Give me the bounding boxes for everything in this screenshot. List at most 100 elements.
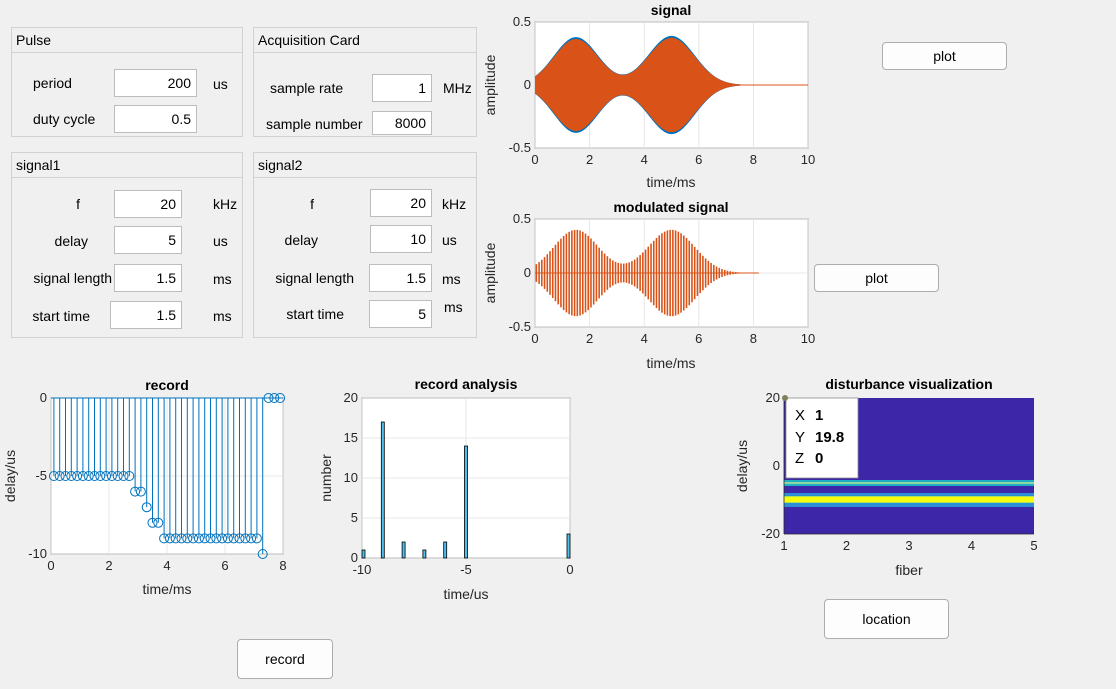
period-label: period xyxy=(33,75,72,91)
signal1-length-field[interactable] xyxy=(114,264,182,292)
modulated-xtick: 4 xyxy=(641,331,648,346)
disturbance-xtick: 3 xyxy=(905,538,912,553)
modulated-xtick: 10 xyxy=(801,331,815,346)
record-analysis-ytick: 15 xyxy=(344,430,358,445)
signal1-delay-field[interactable] xyxy=(114,226,182,254)
modulated-xtick: 6 xyxy=(695,331,702,346)
record-point xyxy=(199,533,210,544)
record-point xyxy=(153,517,164,528)
signal1-length-label: signal length xyxy=(33,270,112,286)
record-analysis-bar xyxy=(380,421,385,559)
record-xlabel: time/ms xyxy=(143,581,192,597)
record-analysis-ytick: 0 xyxy=(351,550,358,565)
modulated-ytick: -0.5 xyxy=(509,319,531,334)
heatmap-yellow-edge xyxy=(784,496,1034,497)
heatmap-yellow-edge2 xyxy=(784,502,1034,503)
record-analysis-bar xyxy=(443,541,448,559)
record-point xyxy=(222,533,233,544)
heatmap-yellow-band xyxy=(784,497,1034,502)
signal2-delay-unit: us xyxy=(442,232,457,248)
heatmap-cyan-band-inner xyxy=(784,482,1034,484)
record-point xyxy=(77,471,88,481)
disturbance-ytick: 0 xyxy=(773,458,780,473)
record-point xyxy=(211,533,222,544)
record-point xyxy=(72,471,83,481)
disturbance-xtick: 5 xyxy=(1030,538,1037,553)
period-field[interactable] xyxy=(114,69,197,97)
signal-ytick: -0.5 xyxy=(509,140,531,155)
signal-chart: signal time/ms amplitude 0 2 4 6 8 100.50-0.5 xyxy=(482,2,815,190)
signal2-delay-label: delay xyxy=(284,232,318,248)
signal2-f-field[interactable] xyxy=(370,189,432,217)
record-analysis-ytick: 5 xyxy=(351,510,358,525)
record-ytick: -10 xyxy=(28,546,47,561)
plot-modulated-button[interactable]: plot xyxy=(814,264,939,292)
signal2-length-unit: ms xyxy=(442,271,461,287)
datatip-x-value: 1 xyxy=(815,407,823,424)
signal2-delay-field[interactable] xyxy=(370,225,432,253)
signal2-start-field[interactable] xyxy=(369,300,432,328)
record-point xyxy=(89,471,100,481)
datatip-x-label: X xyxy=(795,407,805,424)
record-ylabel: delay/us xyxy=(2,450,18,502)
signal-xlabel: time/ms xyxy=(647,174,696,190)
signal1-f-field[interactable] xyxy=(114,190,182,218)
record-xtick: 4 xyxy=(163,558,170,573)
record-ytick: 0 xyxy=(40,390,47,405)
record-analysis-bar xyxy=(566,533,571,559)
record-point xyxy=(66,471,77,481)
location-button[interactable]: location xyxy=(824,599,949,639)
duty-cycle-field[interactable] xyxy=(114,105,197,133)
duty-cycle-label: duty cycle xyxy=(33,111,96,127)
svg-text:1: 1 xyxy=(815,407,823,424)
svg-text:X: X xyxy=(795,407,805,424)
record-xtick: 0 xyxy=(47,558,54,573)
signal1-start-field[interactable] xyxy=(110,301,182,329)
record-analysis-xtick: 0 xyxy=(566,562,573,577)
record-button[interactable]: record xyxy=(237,639,333,679)
datatip-y-label: Y xyxy=(795,429,805,446)
record-point xyxy=(124,471,135,481)
record-point xyxy=(135,486,146,497)
modulated-signal-chart: modulated signal time/ms amplitude 0 2 4 6 8… xyxy=(482,199,815,371)
signal1-start-label: start time xyxy=(32,308,90,324)
datatip-marker xyxy=(782,395,788,401)
signal2-length-field[interactable] xyxy=(369,264,432,292)
record-chart: record time/ms delay/us 0 2 4 6 8 0 -5 -10 xyxy=(2,377,287,597)
record-analysis-title: record analysis xyxy=(415,376,518,392)
record-analysis-bar xyxy=(361,549,366,559)
plot-signal-button[interactable]: plot xyxy=(882,42,1007,70)
record-analysis-ytick: 10 xyxy=(344,470,358,485)
record-point xyxy=(217,533,228,544)
signal-xtick: 4 xyxy=(641,152,648,167)
record-xtick: 6 xyxy=(221,558,228,573)
record-point xyxy=(159,533,170,544)
signal1-f-label: f xyxy=(76,196,80,212)
record-xtick: 8 xyxy=(279,558,286,573)
signal-xtick: 10 xyxy=(801,152,815,167)
datatip-y-value: 19.8 xyxy=(815,429,844,446)
record-analysis-bar xyxy=(422,549,427,559)
sample-number-field[interactable] xyxy=(372,111,432,135)
record-point xyxy=(228,533,239,544)
sample-rate-label: sample rate xyxy=(270,80,344,96)
record-analysis-bar xyxy=(464,445,468,559)
datatip-z-label: Z xyxy=(795,450,804,467)
record-ytick: -5 xyxy=(35,468,47,483)
record-point xyxy=(106,471,117,481)
record-point xyxy=(147,517,158,528)
record-analysis-xlabel: time/us xyxy=(443,586,488,602)
disturbance-xtick: 4 xyxy=(968,538,975,553)
disturbance-xtick: 1 xyxy=(780,538,787,553)
record-point xyxy=(257,549,268,559)
disturbance-chart: disturbance visualization fiber delay/us… xyxy=(734,376,1038,578)
disturbance-xlabel: fiber xyxy=(895,562,923,578)
pulse-title: Pulse xyxy=(12,28,242,53)
sample-rate-field[interactable] xyxy=(372,74,432,102)
record-point xyxy=(48,471,59,481)
record-title: record xyxy=(145,377,189,393)
record-point xyxy=(118,471,129,481)
datatip[interactable]: X 1 Y 19.8 Z 0 xyxy=(782,395,859,479)
record-point xyxy=(176,533,187,544)
record-point xyxy=(188,533,199,544)
